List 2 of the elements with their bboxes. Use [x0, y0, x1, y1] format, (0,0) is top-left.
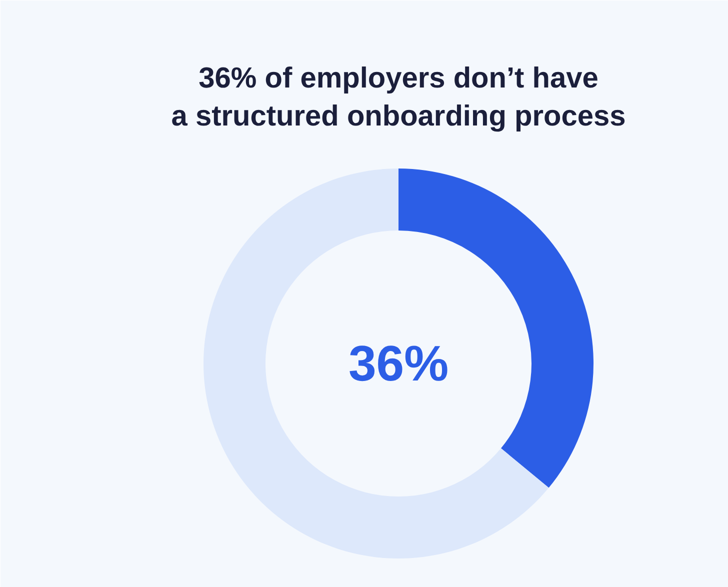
data-label: 36% — [348, 336, 449, 392]
chart-title: 36% of employers don’t have a structured onboarding process — [171, 62, 626, 132]
